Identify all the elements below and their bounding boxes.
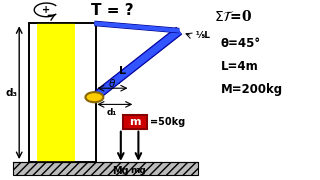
Text: Mg: Mg (113, 166, 129, 176)
Text: ⅕L: ⅕L (195, 31, 210, 40)
Text: L=4m: L=4m (221, 60, 259, 73)
Text: d₂: d₂ (110, 77, 121, 86)
Text: =50kg: =50kg (150, 117, 186, 127)
Bar (29, 23, 96, 162)
Text: L: L (119, 66, 126, 76)
Bar (29, 23, 96, 162)
Text: d₃: d₃ (5, 88, 17, 98)
Text: M=200kg: M=200kg (221, 84, 283, 96)
Circle shape (85, 92, 103, 102)
Text: d₁: d₁ (107, 108, 117, 117)
Text: T = ?: T = ? (91, 3, 133, 18)
Text: θ: θ (109, 79, 115, 89)
Text: $\Sigma\mathcal{T}$=0: $\Sigma\mathcal{T}$=0 (214, 9, 253, 24)
Bar (37, 23, 75, 162)
Bar (123, 115, 147, 129)
Text: m: m (130, 117, 141, 127)
Bar (13, 162, 198, 175)
Text: +: + (42, 5, 51, 15)
Text: mg: mg (131, 166, 146, 175)
Text: θ=45°: θ=45° (221, 37, 261, 50)
